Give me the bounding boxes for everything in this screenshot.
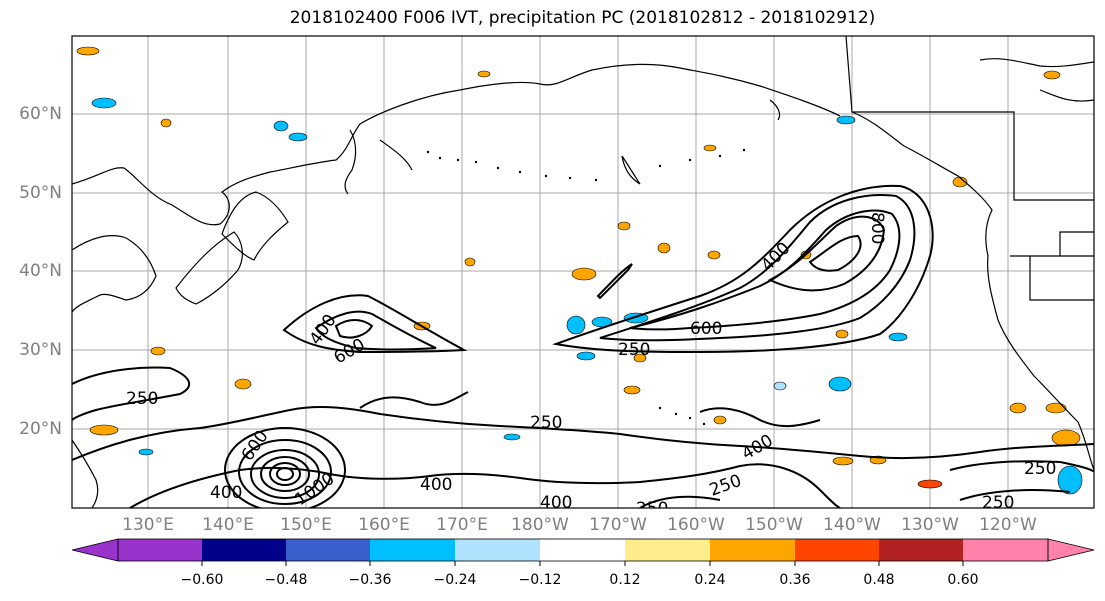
- contour-label: 250: [636, 499, 668, 519]
- ivt-contour-400-w: [314, 310, 437, 351]
- contour-label: 600: [690, 319, 722, 339]
- map-frame: [71, 35, 1095, 509]
- ivt-contour-800-ne: [767, 215, 886, 292]
- colorbar-tick-label: −0.12: [518, 572, 562, 588]
- ivt-contour-250-w: [282, 294, 468, 354]
- colorbar-extend-low: [71, 538, 119, 562]
- ivt-contour-800-ne-inner: [808, 234, 862, 272]
- gridlines: [72, 36, 1094, 508]
- colorbar-tick-label: 0.24: [694, 572, 726, 588]
- lon-label: 120°W: [979, 515, 1037, 535]
- lon-label: 180°W: [511, 515, 569, 535]
- colorbar-segment: [286, 539, 371, 561]
- island-specks: [426, 148, 746, 426]
- lon-label: 170°W: [589, 515, 647, 535]
- lon-label: 130°E: [122, 515, 174, 535]
- lon-label: 130°W: [901, 515, 959, 535]
- colorbar-segment: [625, 539, 711, 561]
- ivt-contour-250-sw: [72, 366, 191, 421]
- ivt-contour-400-s: [129, 463, 841, 508]
- ivt-contour-400-ne: [599, 194, 916, 342]
- colorbar-extend-high: [1047, 538, 1095, 562]
- colorbar-tick-label: −0.48: [264, 572, 308, 588]
- colorbar-segment: [370, 539, 456, 561]
- colorbar-segment: [710, 539, 796, 561]
- contour-label: 400: [540, 493, 572, 513]
- ivt-contour-600-w: [334, 319, 374, 339]
- typhoon-contour-5: [269, 462, 301, 486]
- colorbar-segment: [795, 539, 880, 561]
- typhoon-contour-1: [224, 427, 346, 508]
- colorbar-tick-label: −0.60: [180, 572, 224, 588]
- typhoon-contour-6: [276, 467, 294, 481]
- contour-label: 800: [867, 212, 887, 244]
- colorbar-tick-label: −0.24: [433, 572, 477, 588]
- typhoon-contour-2: [238, 439, 332, 505]
- coastlines: [72, 36, 1094, 508]
- colorbar-tick-label: −0.36: [348, 572, 392, 588]
- contour-label: 250: [982, 493, 1014, 513]
- lat-label-30n: 30°N: [19, 340, 62, 360]
- lon-label: 140°E: [202, 515, 254, 535]
- typhoon-contour-3: [250, 449, 320, 499]
- lon-label: 160°E: [358, 515, 410, 535]
- lat-label-60n: 60°N: [19, 104, 62, 124]
- lat-label-50n: 50°N: [19, 183, 62, 203]
- colorbar-segment: [879, 539, 964, 561]
- contour-label: 250: [618, 340, 650, 360]
- precip-patches: [76, 46, 1083, 495]
- contour-label: 250: [1024, 459, 1056, 479]
- contour-label: 400: [420, 475, 452, 495]
- ivt-contour-250-ne: [552, 184, 934, 354]
- lon-label: 160°W: [667, 515, 725, 535]
- contour-label: 400: [210, 483, 242, 503]
- colorbar-tick-label: 0.60: [947, 572, 979, 588]
- ivt-contour-600-ne: [629, 209, 901, 331]
- map-title: 2018102400 F006 IVT, precipitation PC (2…: [289, 8, 876, 28]
- colorbar-segment: [540, 539, 626, 561]
- lon-label: 140°W: [823, 515, 881, 535]
- contour-label: 250: [126, 389, 158, 409]
- ivt-contour-250-s: [72, 406, 1094, 461]
- ivt-contours: [72, 184, 1094, 508]
- contour-label: 250: [530, 413, 562, 433]
- lat-label-20n: 20°N: [19, 419, 62, 439]
- colorbar-segment: [455, 539, 541, 561]
- colorbar-tick-label: 0.48: [863, 572, 895, 588]
- colorbar: [71, 538, 1095, 566]
- colorbar-outline: [117, 538, 1049, 562]
- lon-label: 150°W: [745, 515, 803, 535]
- typhoon-contour-4: [260, 456, 310, 492]
- colorbar-tick-label: 0.12: [609, 572, 641, 588]
- lon-label: 170°E: [436, 515, 488, 535]
- lon-label: 150°E: [280, 515, 332, 535]
- colorbar-segment: [202, 539, 287, 561]
- colorbar-segment: [118, 539, 203, 561]
- lat-label-40n: 40°N: [19, 261, 62, 281]
- colorbar-tick-label: 0.36: [779, 572, 811, 588]
- colorbar-segment: [963, 539, 1049, 561]
